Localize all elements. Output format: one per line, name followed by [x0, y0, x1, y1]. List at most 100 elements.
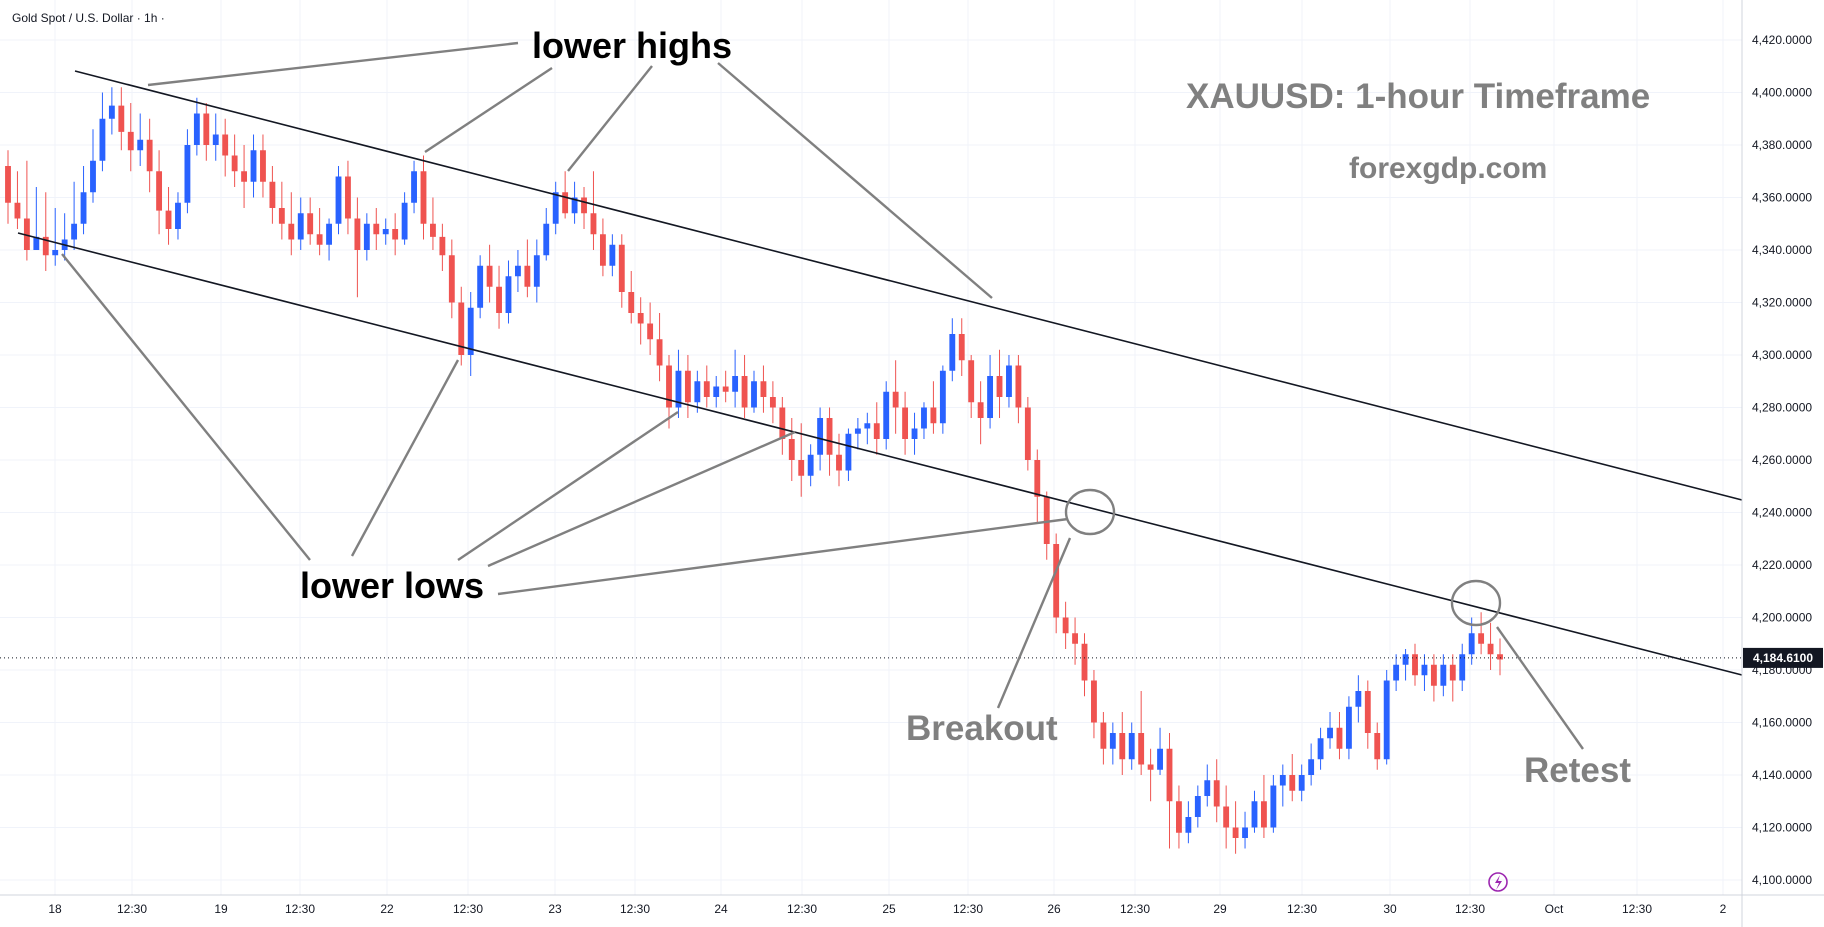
candle-body [921, 407, 927, 429]
x-tick-label: 22 [380, 902, 394, 916]
candle-body [241, 171, 248, 182]
candle-body [939, 370, 946, 424]
candle-body [430, 223, 436, 237]
candle-body [769, 397, 776, 408]
candle-body [420, 171, 427, 224]
candle-body [1185, 817, 1192, 833]
candle-body [807, 454, 814, 476]
candle-body [751, 381, 757, 408]
candle-body [581, 197, 587, 214]
candle-body [1364, 691, 1371, 733]
candle-body [1062, 617, 1069, 634]
pointer-line-3 [717, 62, 993, 299]
candle-body [949, 334, 956, 371]
x-tick-label: 25 [882, 902, 896, 916]
pointer-line-6 [457, 411, 679, 561]
candle-body [1213, 780, 1220, 807]
candle-body [1157, 748, 1163, 770]
candle-body [1015, 365, 1022, 408]
candle-body [1006, 365, 1012, 397]
candle-body [1336, 727, 1343, 749]
candle-body [71, 223, 78, 240]
candle-body [1402, 654, 1409, 665]
y-tick-label: 4,260.0000 [1752, 453, 1812, 467]
x-tick-label: 18 [48, 902, 62, 916]
candle-body [203, 113, 210, 145]
candle-body [1497, 654, 1503, 660]
pointer-line-5 [350, 359, 460, 557]
candle-body [1459, 654, 1466, 681]
candle-body [647, 323, 654, 340]
candle-body [703, 381, 710, 397]
candle-body [958, 334, 965, 361]
pointer-line-0 [147, 41, 519, 87]
candle-body [609, 244, 616, 266]
candle-body [826, 418, 833, 455]
candle-body [486, 265, 493, 287]
candle-body [1421, 664, 1428, 676]
y-tick-label: 4,120.0000 [1752, 821, 1812, 835]
candle-body [212, 134, 219, 145]
candle-body [533, 255, 540, 287]
candle-body [477, 265, 484, 308]
candle-body [656, 339, 663, 366]
candle-body [1478, 633, 1485, 644]
y-tick-label: 4,280.0000 [1752, 401, 1812, 415]
x-tick-label: 24 [714, 902, 728, 916]
candle-body [1100, 722, 1107, 749]
candle-body [1194, 796, 1201, 817]
candle-body [14, 202, 21, 219]
candle-body [269, 181, 276, 208]
candle-body [326, 223, 332, 245]
candle-body [392, 229, 399, 240]
x-tick-label: 12:30 [953, 902, 983, 916]
candle-body [1317, 738, 1324, 760]
candle-body [675, 370, 682, 408]
candle-body [1119, 733, 1126, 760]
pointer-line-7 [487, 430, 796, 568]
x-tick-label: 12:30 [117, 902, 147, 916]
candle-body [732, 376, 739, 392]
candle-body [1487, 643, 1494, 655]
y-tick-label: 4,400.0000 [1752, 86, 1812, 100]
x-tick-label: 30 [1383, 902, 1397, 916]
candle-body [911, 428, 918, 439]
candle-body [1034, 460, 1041, 497]
current-price-label: 4,184.6100 [1753, 651, 1813, 665]
candle-body [1053, 544, 1060, 618]
candle-body [1072, 633, 1078, 644]
candle-body [1449, 664, 1456, 681]
candle-body [90, 160, 96, 193]
candle-body [1147, 764, 1154, 770]
candle-body [260, 150, 266, 182]
candle-body [1128, 733, 1135, 760]
candle-body [288, 223, 295, 240]
candle-body [99, 118, 106, 161]
x-tick-label: 2 [1720, 902, 1727, 916]
candle-body [411, 171, 417, 203]
pointer-line-4 [61, 253, 311, 561]
upper-channel-line [74, 70, 1743, 501]
candle-body [760, 381, 767, 397]
candle-body [222, 134, 229, 156]
x-tick-label: 29 [1213, 902, 1227, 916]
x-tick-label: 12:30 [1622, 902, 1652, 916]
candle-body [694, 381, 701, 403]
retest-circle [1450, 579, 1502, 627]
lightning-icon [1488, 872, 1508, 892]
candle-body [873, 423, 880, 439]
candle-body [1308, 759, 1315, 775]
candle-body [1383, 680, 1390, 760]
candle-body [137, 139, 144, 151]
candle-body [1138, 733, 1145, 765]
y-tick-label: 4,200.0000 [1752, 611, 1812, 625]
candle-body [1355, 691, 1362, 707]
x-tick-label: 12:30 [1120, 902, 1150, 916]
overlay-layer: 4,184.6100 [0, 41, 1823, 892]
candle-body [1043, 496, 1050, 544]
candle-body [496, 286, 502, 313]
candle-body [401, 202, 408, 240]
candle-body [335, 176, 342, 224]
